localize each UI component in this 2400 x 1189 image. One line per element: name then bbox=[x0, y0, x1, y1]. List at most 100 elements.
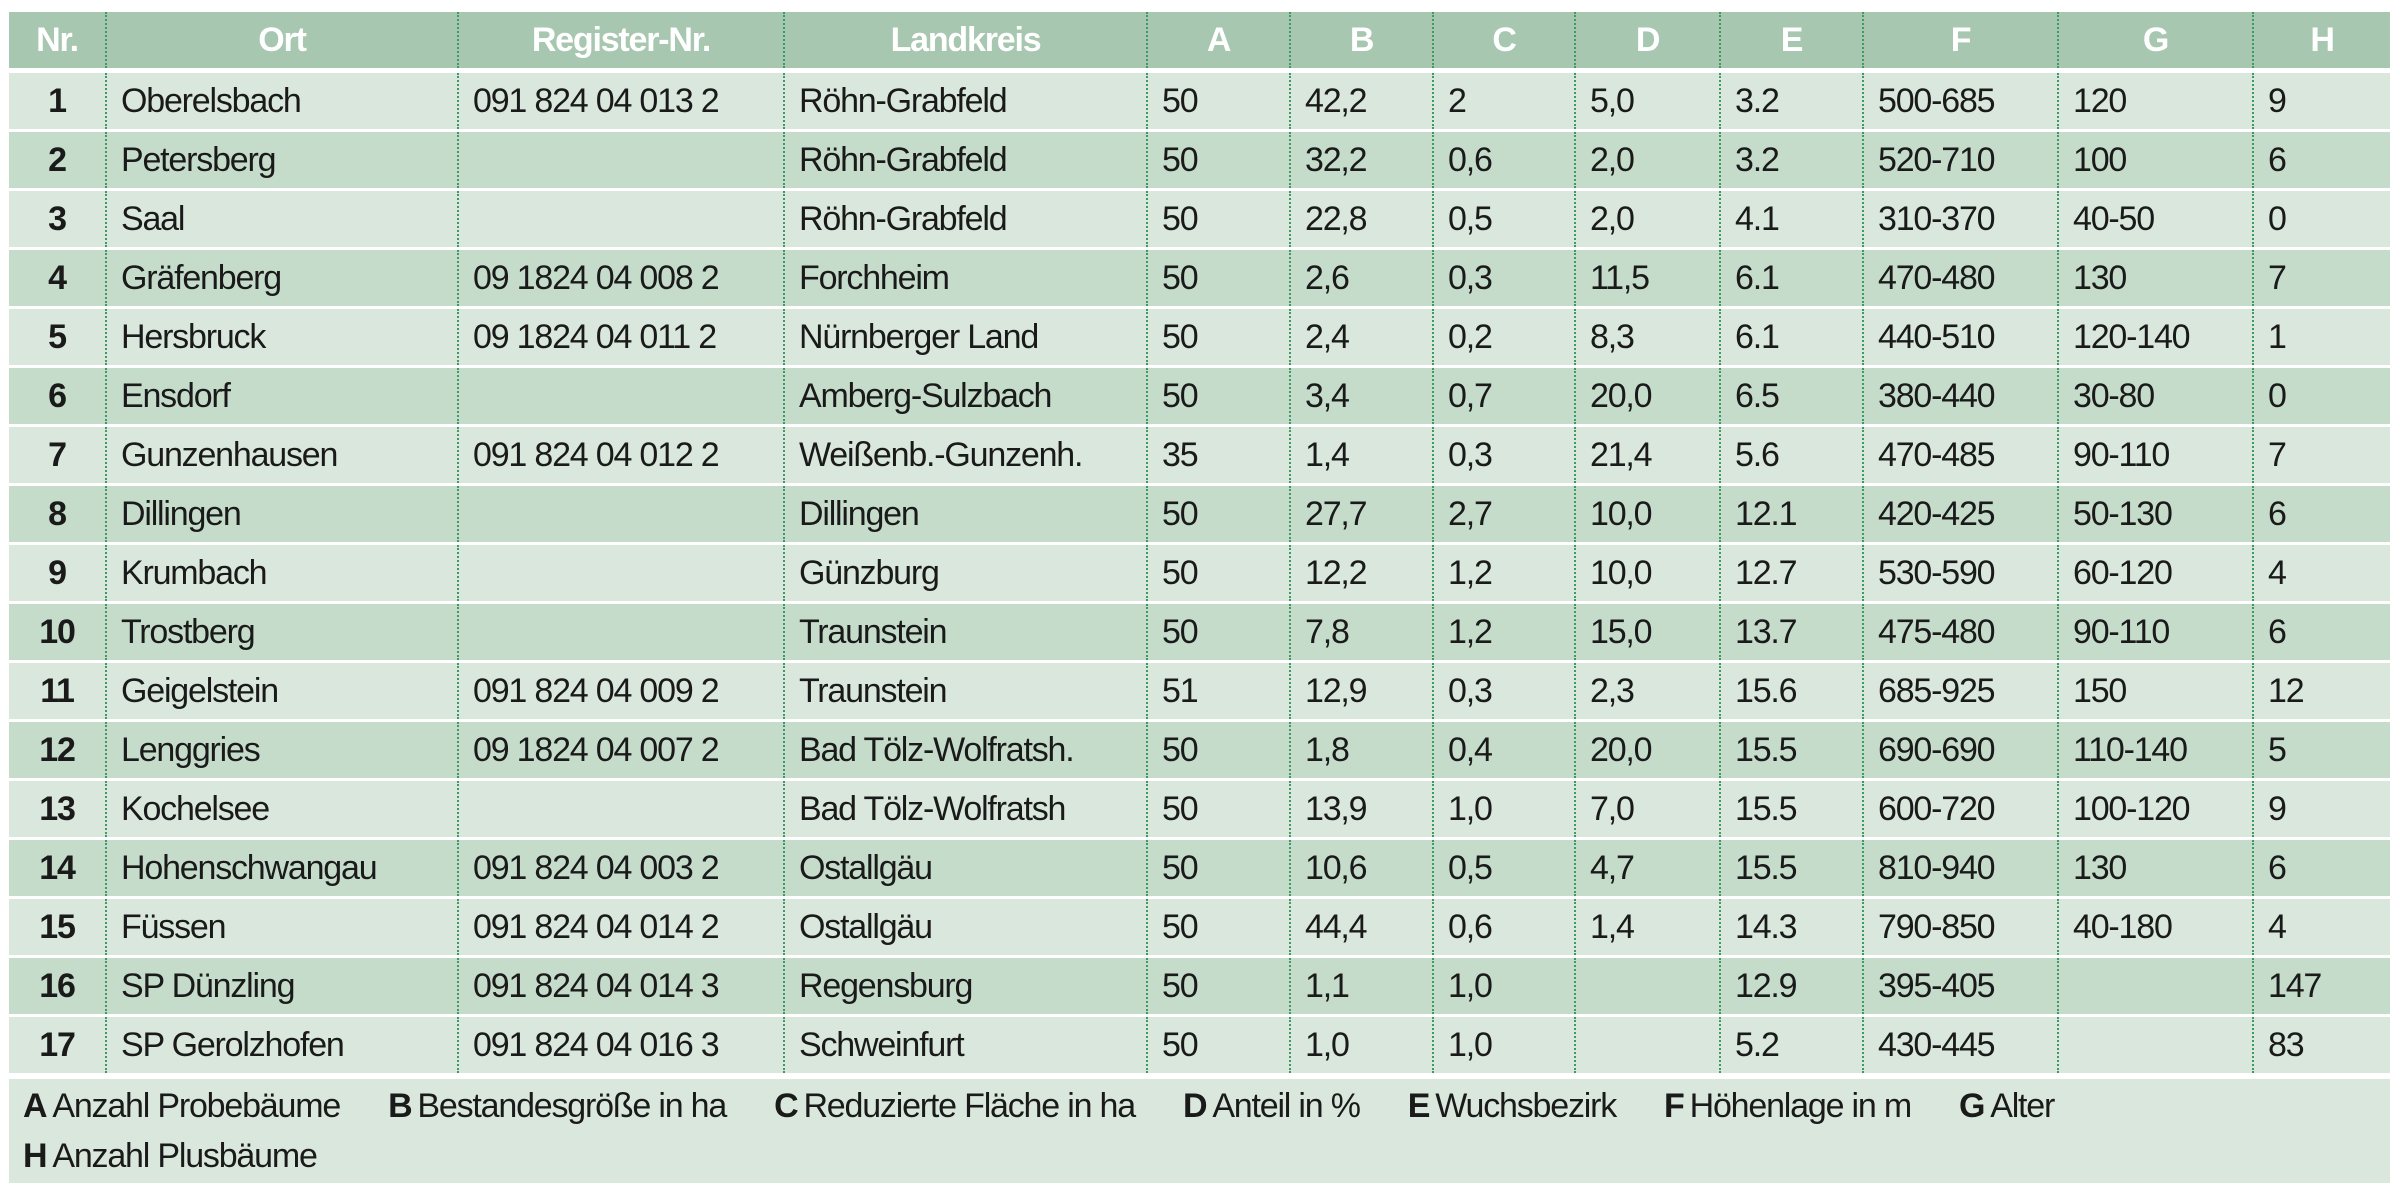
cell-d: 5,0 bbox=[1576, 73, 1721, 129]
cell-landkreis: Traunstein bbox=[785, 663, 1148, 719]
cell-h: 7 bbox=[2268, 258, 2287, 297]
cell-nr: 1 bbox=[9, 73, 107, 129]
cell-h: 6 bbox=[2268, 140, 2287, 179]
cell-e: 12.9 bbox=[1721, 958, 1864, 1014]
cell-f: 690-690 bbox=[1864, 722, 2059, 778]
cell-landkreis: Ostallgäu bbox=[785, 899, 1148, 955]
cell-h: 4 bbox=[2268, 907, 2287, 946]
cell-b: 1,4 bbox=[1291, 427, 1434, 483]
cell-d: 8,3 bbox=[1576, 309, 1721, 365]
cell-g: 120-140 bbox=[2059, 309, 2254, 365]
cell-g: 90-110 bbox=[2059, 604, 2254, 660]
cell-c: 0,6 bbox=[1434, 132, 1576, 188]
cell-ort: Saal bbox=[107, 191, 459, 247]
cell-b: 32,2 bbox=[1291, 132, 1434, 188]
cell-h: 6 bbox=[2268, 612, 2287, 651]
table-row: 2 Petersberg Röhn-Grabfeld 50 32,2 0,6 2,0 3.2 5… bbox=[9, 132, 2390, 188]
cell-d: 10,0 bbox=[1576, 545, 1721, 601]
header-nr: Nr. bbox=[9, 12, 107, 68]
cell-register-nr: 091 824 04 013 2 bbox=[459, 73, 785, 129]
cell-b: 12,9 bbox=[1291, 663, 1434, 719]
legend-text: Alter bbox=[1990, 1087, 2055, 1125]
cell-register-nr: 091 824 04 003 2 bbox=[459, 840, 785, 896]
cell-nr: 11 bbox=[9, 663, 107, 719]
cell-landkreis: Forchheim bbox=[785, 250, 1148, 306]
cell-landkreis: Amberg-Sulzbach bbox=[785, 368, 1148, 424]
legend-text: Reduzierte Fläche in ha bbox=[803, 1087, 1136, 1125]
cell-h: 9 bbox=[2268, 789, 2287, 828]
header-a: A bbox=[1148, 12, 1291, 68]
cell-f: 790-850 bbox=[1864, 899, 2059, 955]
cell-register-nr bbox=[459, 545, 785, 601]
cell-register-nr: 091 824 04 014 2 bbox=[459, 899, 785, 955]
cell-b: 1,0 bbox=[1291, 1017, 1434, 1073]
cell-f: 420-425 bbox=[1864, 486, 2059, 542]
legend-item: B Bestandesgröße in ha bbox=[388, 1081, 727, 1131]
cell-b: 12,2 bbox=[1291, 545, 1434, 601]
header-ort: Ort bbox=[107, 12, 459, 68]
cell-h: 7 bbox=[2268, 435, 2287, 474]
cell-g: 120 bbox=[2059, 73, 2254, 129]
table-row: 5 Hersbruck 09 1824 04 011 2 Nürnberger Lan… bbox=[9, 309, 2390, 365]
cell-a: 50 bbox=[1148, 840, 1291, 896]
cell-b: 2,4 bbox=[1291, 309, 1434, 365]
cell-a: 35 bbox=[1148, 427, 1291, 483]
cell-e: 3.2 bbox=[1721, 73, 1864, 129]
table-row: 9 Krumbach Günzburg 50 12,2 1,2 10,0 12.7 530-59… bbox=[9, 545, 2390, 601]
cell-register-nr: 091 824 04 016 3 bbox=[459, 1017, 785, 1073]
cell-e: 6.1 bbox=[1721, 250, 1864, 306]
header-f: F bbox=[1864, 12, 2059, 68]
cell-register-nr: 091 824 04 012 2 bbox=[459, 427, 785, 483]
table-row: 16 SP Dünzling 091 824 04 014 3 Regensburg 5… bbox=[9, 958, 2390, 1014]
cell-h: 0 bbox=[2268, 199, 2287, 238]
cell-b: 44,4 bbox=[1291, 899, 1434, 955]
cell-g: 130 bbox=[2059, 250, 2254, 306]
cell-ort: Füssen bbox=[107, 899, 459, 955]
cell-ort: Petersberg bbox=[107, 132, 459, 188]
cell-b: 1,8 bbox=[1291, 722, 1434, 778]
legend-key: F bbox=[1664, 1087, 1685, 1125]
cell-h: 9 bbox=[2268, 81, 2287, 120]
cell-h: 6 bbox=[2268, 848, 2287, 887]
cell-b: 42,2 bbox=[1291, 73, 1434, 129]
cell-h: 147 bbox=[2268, 966, 2322, 1005]
cell-c: 0,3 bbox=[1434, 663, 1576, 719]
table-row: 6 Ensdorf Amberg-Sulzbach 50 3,4 0,7 20,0 6.5 38… bbox=[9, 368, 2390, 424]
cell-ort: Kochelsee bbox=[107, 781, 459, 837]
cell-a: 50 bbox=[1148, 132, 1291, 188]
cell-f: 520-710 bbox=[1864, 132, 2059, 188]
table-row: 3 Saal Röhn-Grabfeld 50 22,8 0,5 2,0 4.1 310-370… bbox=[9, 191, 2390, 247]
cell-f: 530-590 bbox=[1864, 545, 2059, 601]
cell-nr: 17 bbox=[9, 1017, 107, 1073]
cell-a: 50 bbox=[1148, 1017, 1291, 1073]
cell-f: 440-510 bbox=[1864, 309, 2059, 365]
cell-landkreis: Bad Tölz-Wolfratsh bbox=[785, 781, 1148, 837]
cell-register-nr bbox=[459, 368, 785, 424]
cell-landkreis: Regensburg bbox=[785, 958, 1148, 1014]
cell-nr: 13 bbox=[9, 781, 107, 837]
cell-nr: 16 bbox=[9, 958, 107, 1014]
cell-e: 12.1 bbox=[1721, 486, 1864, 542]
legend-text: Anzahl Probebäume bbox=[52, 1087, 341, 1125]
cell-a: 50 bbox=[1148, 486, 1291, 542]
cell-ort: SP Dünzling bbox=[107, 958, 459, 1014]
cell-e: 5.2 bbox=[1721, 1017, 1864, 1073]
cell-e: 13.7 bbox=[1721, 604, 1864, 660]
cell-h: 1 bbox=[2268, 317, 2287, 356]
cell-c: 0,6 bbox=[1434, 899, 1576, 955]
cell-register-nr: 091 824 04 009 2 bbox=[459, 663, 785, 719]
legend-item: G Alter bbox=[1958, 1081, 2055, 1131]
cell-h: 5 bbox=[2268, 730, 2287, 769]
legend-item: A Anzahl Probebäume bbox=[23, 1081, 341, 1131]
cell-d: 1,4 bbox=[1576, 899, 1721, 955]
cell-g: 150 bbox=[2059, 663, 2254, 719]
cell-h: 12 bbox=[2268, 671, 2305, 710]
legend-key: G bbox=[1958, 1087, 1985, 1125]
cell-h: 83 bbox=[2268, 1025, 2305, 1064]
cell-f: 430-445 bbox=[1864, 1017, 2059, 1073]
cell-a: 50 bbox=[1148, 781, 1291, 837]
header-b: B bbox=[1291, 12, 1434, 68]
cell-register-nr bbox=[459, 486, 785, 542]
cell-register-nr: 09 1824 04 007 2 bbox=[459, 722, 785, 778]
cell-landkreis: Röhn-Grabfeld bbox=[785, 73, 1148, 129]
